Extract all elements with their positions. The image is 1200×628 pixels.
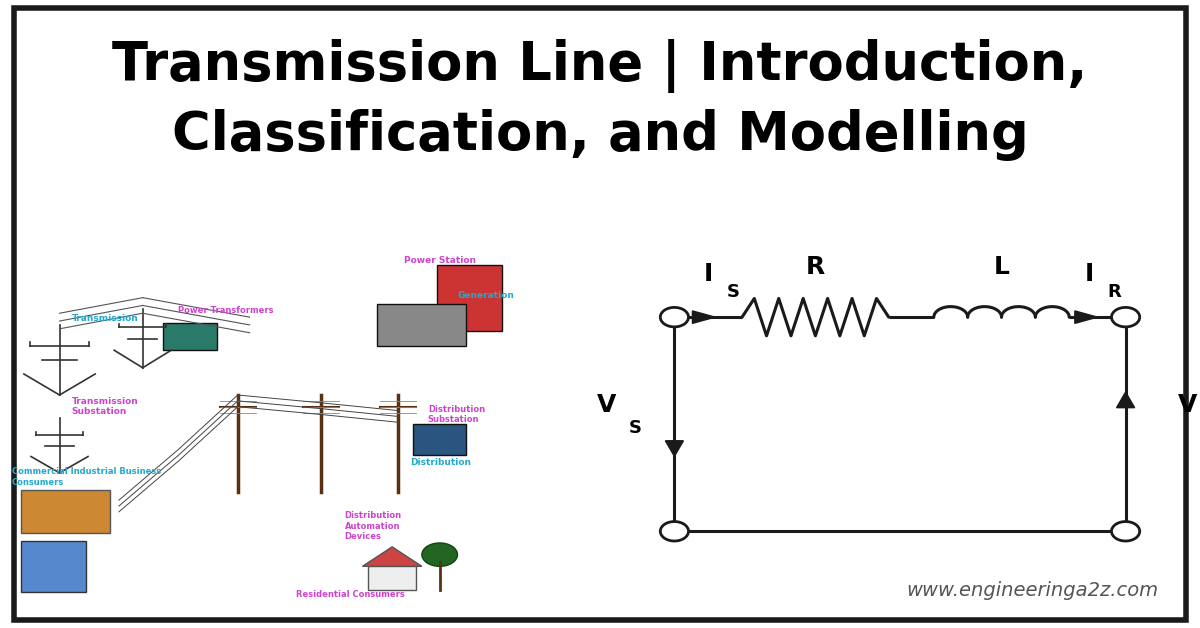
FancyBboxPatch shape <box>20 541 86 592</box>
Text: V: V <box>1178 392 1198 417</box>
Text: Classification, and Modelling: Classification, and Modelling <box>172 109 1028 161</box>
Text: www.engineeringa2z.com: www.engineeringa2z.com <box>906 581 1158 600</box>
FancyBboxPatch shape <box>20 490 110 533</box>
Circle shape <box>660 308 689 327</box>
Polygon shape <box>665 441 684 457</box>
Circle shape <box>422 543 457 566</box>
FancyBboxPatch shape <box>368 566 416 590</box>
Polygon shape <box>1116 392 1135 408</box>
Polygon shape <box>362 547 422 566</box>
Text: S: S <box>629 419 642 437</box>
Text: L: L <box>994 254 1009 279</box>
FancyBboxPatch shape <box>377 303 467 346</box>
Circle shape <box>1111 308 1140 327</box>
Polygon shape <box>692 311 715 323</box>
Text: R: R <box>805 254 826 279</box>
Polygon shape <box>1075 311 1098 323</box>
Text: Power Transformers: Power Transformers <box>179 306 274 315</box>
Text: Distribution
Automation
Devices: Distribution Automation Devices <box>344 511 402 541</box>
Text: Distribution: Distribution <box>410 458 470 467</box>
Circle shape <box>660 521 689 541</box>
Text: Transmission Line | Introduction,: Transmission Line | Introduction, <box>113 39 1087 93</box>
Text: Transmission: Transmission <box>72 314 138 323</box>
Text: Power Station: Power Station <box>404 256 476 264</box>
Text: Transmission
Substation: Transmission Substation <box>72 397 138 416</box>
Text: V: V <box>598 392 617 417</box>
Text: Distribution
Substation: Distribution Substation <box>427 405 485 425</box>
FancyBboxPatch shape <box>163 323 217 350</box>
Text: S: S <box>727 283 740 301</box>
Text: R: R <box>1108 283 1121 301</box>
Text: Residential Consumers: Residential Consumers <box>296 590 404 600</box>
Text: I: I <box>703 263 713 286</box>
Circle shape <box>1111 521 1140 541</box>
Text: I: I <box>1085 263 1093 286</box>
FancyBboxPatch shape <box>437 264 502 331</box>
Text: Generation: Generation <box>457 291 515 300</box>
FancyBboxPatch shape <box>413 425 467 455</box>
Text: Commercial Industrial Business
Consumers: Commercial Industrial Business Consumers <box>12 467 161 487</box>
